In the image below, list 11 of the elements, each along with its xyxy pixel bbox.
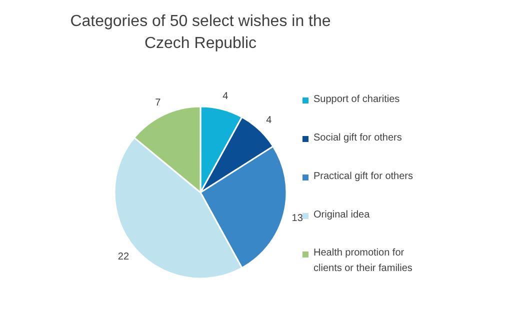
data-label: 22 xyxy=(118,252,130,263)
data-label: 4 xyxy=(222,91,229,102)
legend-label: Social gift for others xyxy=(314,132,402,144)
data-label: 4 xyxy=(266,115,272,126)
legend-label: Original idea xyxy=(314,210,370,220)
legend-label: Practical gift for others xyxy=(314,171,413,182)
legend-label: Support of charities xyxy=(314,94,400,105)
data-label: 13 xyxy=(292,212,304,224)
chart-title: Categories of 50 select wishes in the Czech Republic xyxy=(70,12,331,52)
data-label: 7 xyxy=(155,98,162,109)
legend-label: Health promotion for clients or their families xyxy=(314,248,412,274)
